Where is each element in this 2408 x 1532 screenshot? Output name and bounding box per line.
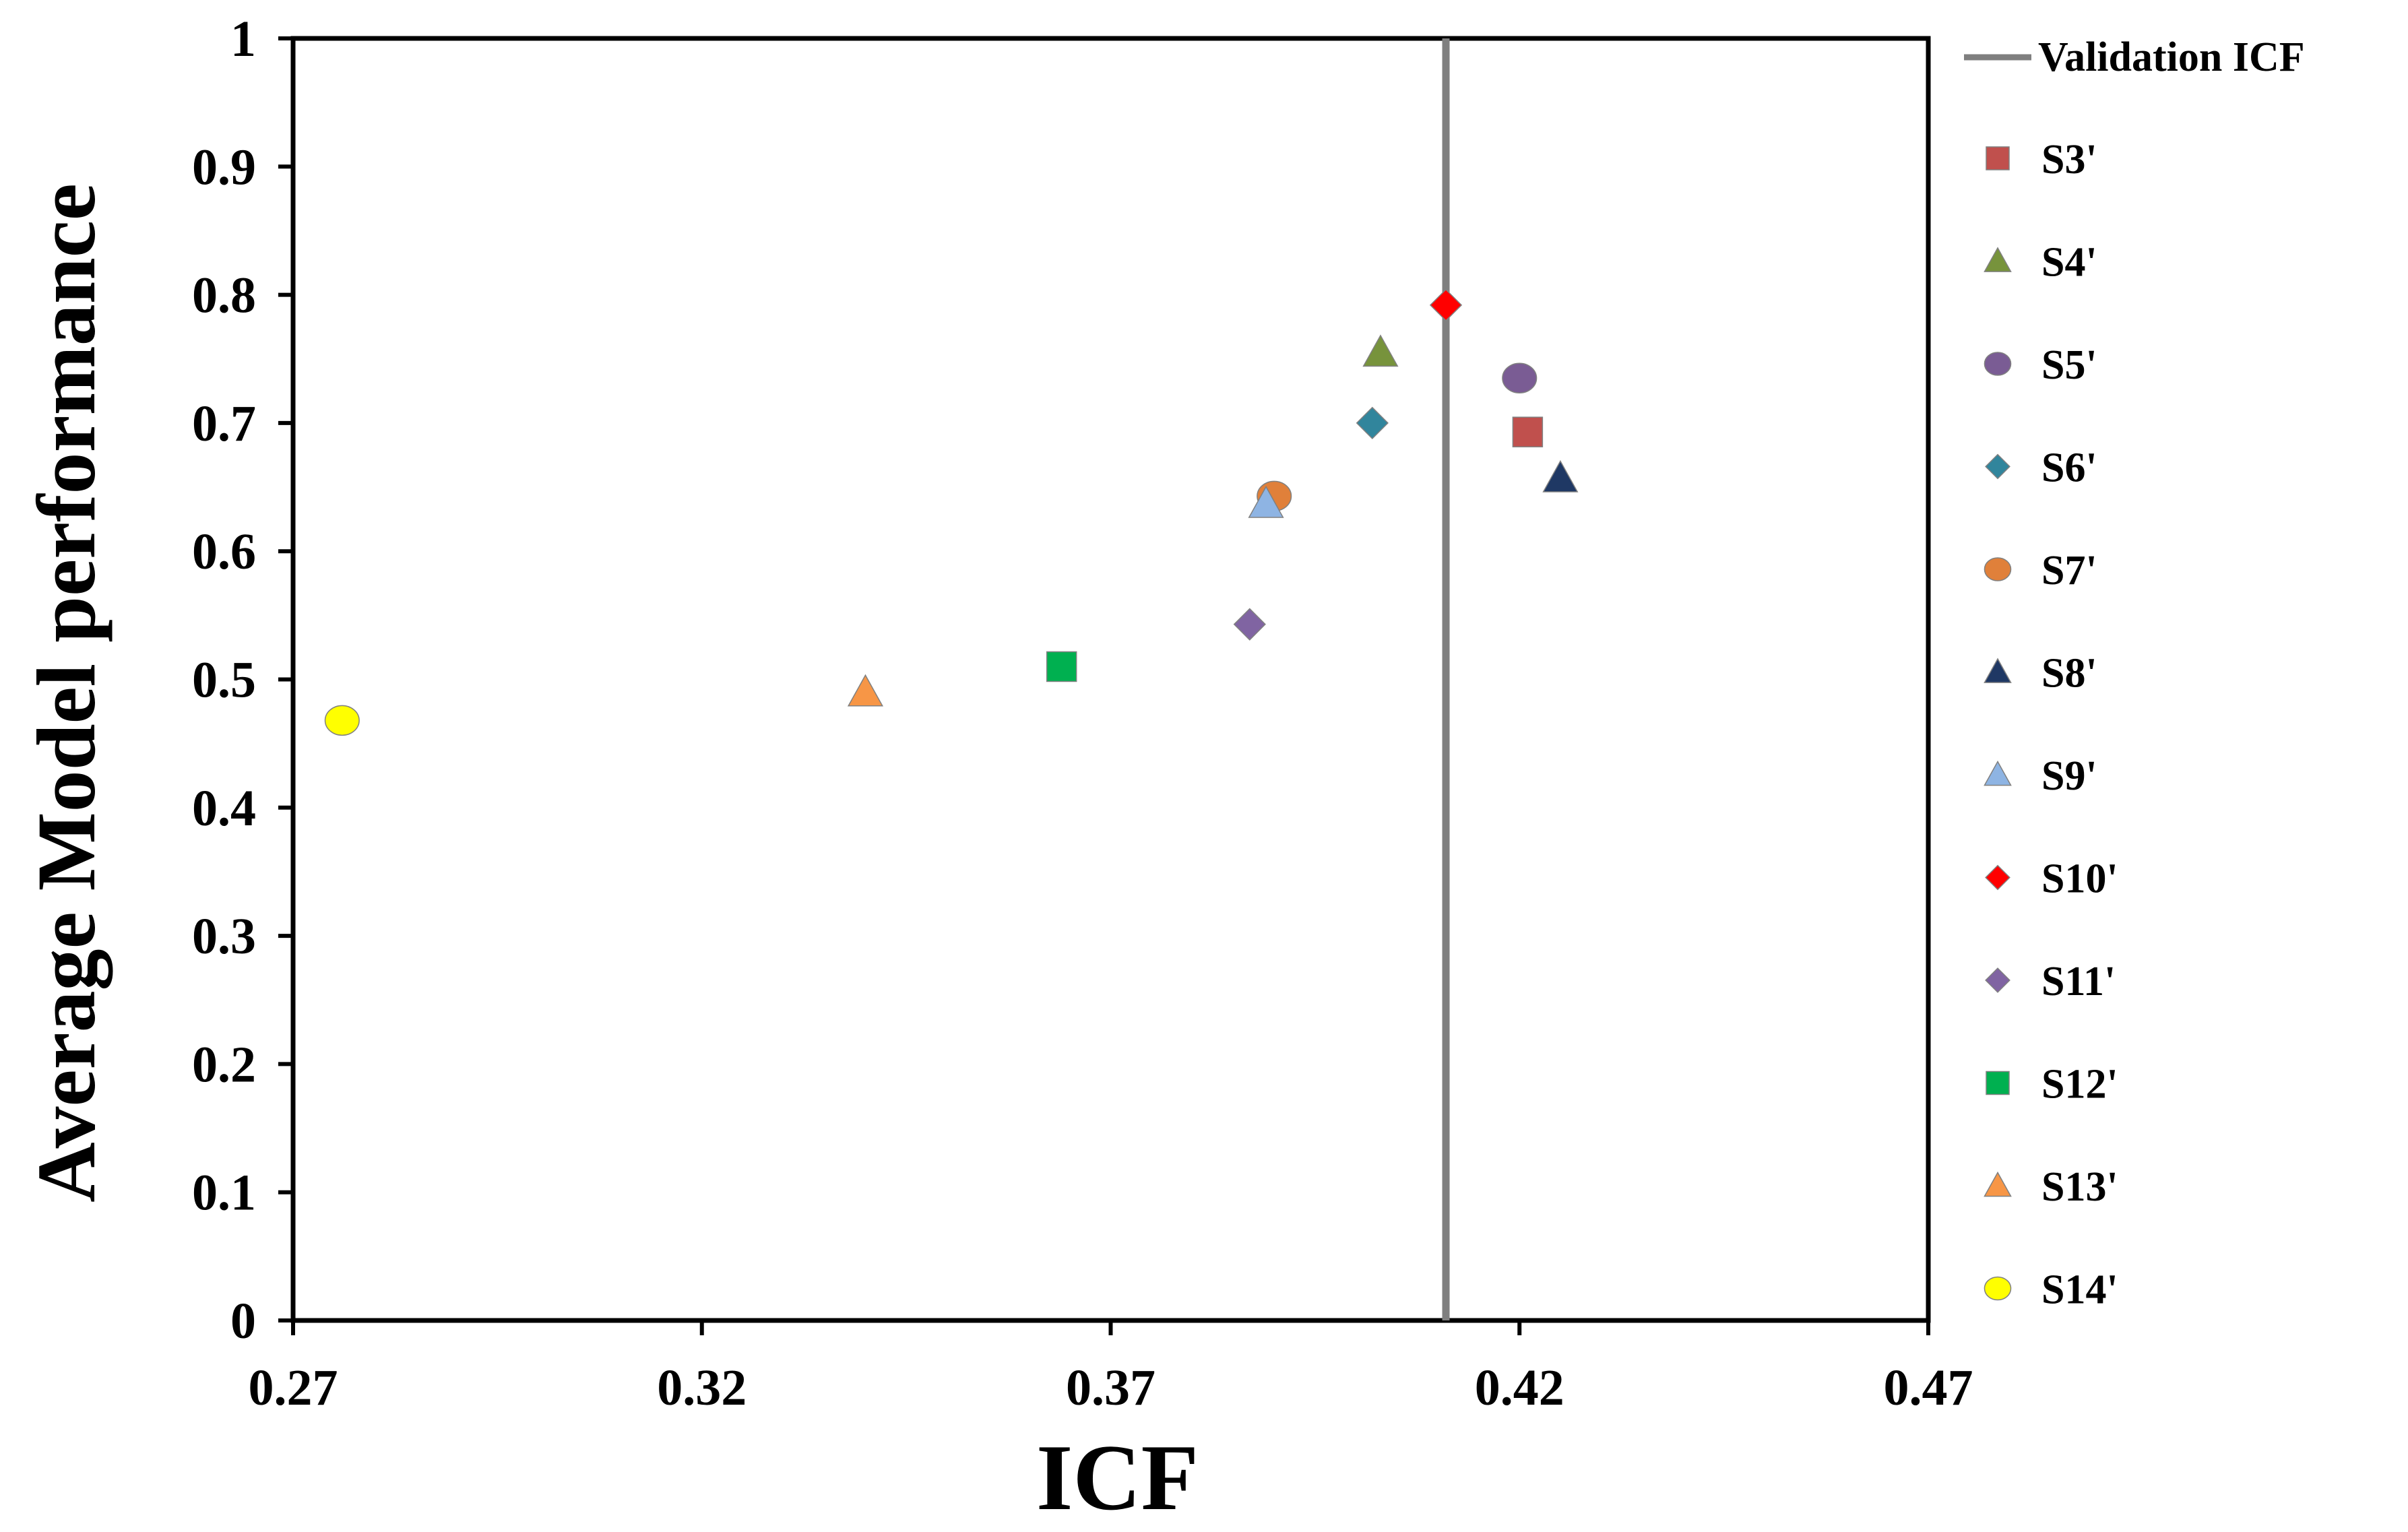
point-s6	[1356, 406, 1389, 440]
point-s3	[1512, 416, 1544, 447]
point-s10	[1429, 288, 1463, 321]
legend-marker-s7	[1984, 557, 2012, 581]
legend-label-validation-icf: Validation ICF	[2038, 34, 2305, 80]
point-s9	[1248, 485, 1284, 518]
plot-area: 0 0.1 0.2 0.3 0.4 0.5 0.6 0.7 0.8 0.9 1 0.27 0.32 0.3…	[20, 11, 1973, 1530]
x-tick-label: 0.27	[249, 1360, 338, 1416]
legend-marker-s6	[1985, 453, 2010, 480]
y-tick-label: 0.6	[192, 523, 256, 580]
point-s5	[1502, 362, 1538, 394]
legend-label-s9: S9'	[2041, 753, 2097, 799]
legend-marker-s12	[1986, 1071, 2010, 1095]
legend-marker-s5	[1984, 352, 2012, 376]
legend-marker-s13	[1984, 1171, 2012, 1197]
legend-marker-s3	[1986, 146, 2010, 170]
legend-marker-s11	[1985, 967, 2010, 993]
y-tick-label: 0.8	[192, 267, 256, 324]
point-s14	[324, 705, 360, 736]
y-tick-label: 0.7	[192, 395, 256, 452]
plot-frame	[290, 36, 1931, 1323]
legend-marker-s14	[1984, 1276, 2012, 1301]
y-tick-label: 0.1	[192, 1165, 256, 1221]
legend-label-s8: S8'	[2041, 651, 2097, 697]
legend-marker-s8	[1984, 658, 2012, 683]
point-s8	[1542, 459, 1579, 492]
y-tick-label: 0.2	[192, 1036, 256, 1093]
y-axis-title: Average Model performance	[20, 183, 113, 1203]
x-axis-title: ICF	[1036, 1426, 1199, 1530]
y-tick-label: 0.4	[192, 780, 256, 837]
x-tick-label: 0.42	[1475, 1360, 1564, 1416]
legend-marker-s10	[1985, 864, 2010, 891]
y-tick-label: 1	[230, 11, 256, 67]
y-tick-label: 0.3	[192, 908, 256, 965]
legend: Validation ICF S3' S4' S5' S6' S7' S8' S9' S10' S…	[1964, 34, 2305, 1313]
legend-label-s10: S10'	[2041, 856, 2118, 902]
legend-label-s5: S5'	[2041, 342, 2097, 388]
y-tick-label: 0.5	[192, 652, 256, 709]
legend-marker-s9	[1984, 760, 2012, 786]
y-tick-label: 0	[230, 1293, 256, 1349]
point-s4	[1362, 334, 1399, 367]
legend-marker-s4	[1984, 247, 2012, 272]
legend-label-s14: S14'	[2041, 1267, 2118, 1313]
y-tick-label: 0.9	[192, 139, 256, 195]
point-s11	[1233, 608, 1266, 641]
legend-label-s12: S12'	[2041, 1062, 2118, 1108]
point-s13	[847, 674, 884, 707]
legend-label-s11: S11'	[2041, 959, 2116, 1004]
point-s12	[1046, 651, 1077, 682]
x-tick-label: 0.32	[657, 1360, 747, 1416]
legend-label-s4: S4'	[2041, 240, 2097, 286]
legend-label-s6: S6'	[2041, 445, 2097, 491]
legend-label-s13: S13'	[2041, 1164, 2118, 1210]
legend-label-s3: S3'	[2041, 137, 2097, 183]
x-tick-label: 0.47	[1884, 1360, 1973, 1416]
x-tick-label: 0.37	[1066, 1360, 1155, 1416]
legend-label-s7: S7'	[2041, 548, 2097, 594]
